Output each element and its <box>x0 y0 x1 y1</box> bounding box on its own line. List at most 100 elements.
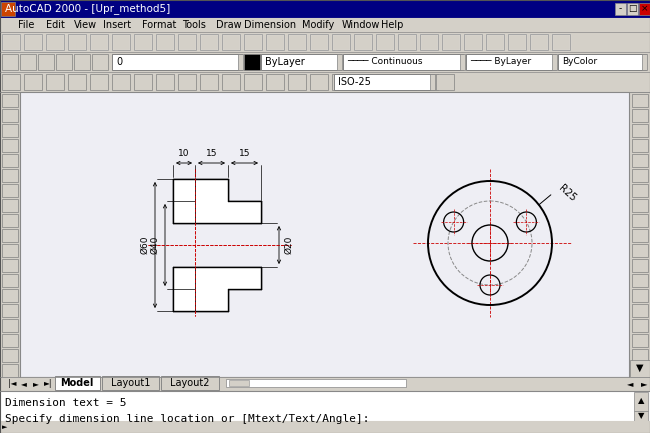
Text: ►: ► <box>33 379 39 388</box>
Bar <box>430 74 435 90</box>
Bar <box>112 34 130 50</box>
Bar <box>200 34 218 50</box>
Bar <box>24 74 42 90</box>
Bar <box>530 34 548 50</box>
Bar <box>2 199 18 212</box>
Bar <box>632 109 648 122</box>
Bar <box>634 392 648 411</box>
Bar <box>2 274 18 287</box>
Text: Layout2: Layout2 <box>170 378 209 388</box>
Bar <box>0 92 20 377</box>
Text: File: File <box>18 20 34 30</box>
Text: Format: Format <box>142 20 177 30</box>
Bar <box>2 34 20 50</box>
Bar <box>0 377 650 391</box>
Bar <box>486 34 504 50</box>
Text: Tools: Tools <box>182 20 206 30</box>
Bar <box>627 3 638 15</box>
Bar <box>398 34 416 50</box>
Bar <box>2 349 18 362</box>
Bar <box>0 52 650 72</box>
Text: Modify: Modify <box>302 20 334 30</box>
Bar <box>398 74 416 90</box>
Text: 15: 15 <box>239 149 250 158</box>
Bar <box>632 304 648 317</box>
Bar <box>632 334 648 347</box>
Bar <box>46 74 64 90</box>
Bar <box>0 32 650 52</box>
Text: AutoCAD 2000 - [Upr_method5]: AutoCAD 2000 - [Upr_method5] <box>5 3 170 14</box>
Bar <box>222 34 240 50</box>
Bar <box>178 34 196 50</box>
Bar <box>632 244 648 257</box>
Text: ◄: ◄ <box>627 379 633 388</box>
Bar <box>0 18 650 32</box>
Bar <box>24 34 42 50</box>
Bar <box>226 379 406 387</box>
Bar <box>2 364 18 377</box>
Bar <box>74 54 90 70</box>
Bar <box>420 34 438 50</box>
Bar <box>2 74 20 90</box>
Bar <box>20 54 36 70</box>
Bar <box>464 34 482 50</box>
Bar <box>266 34 284 50</box>
Bar <box>90 74 108 90</box>
Bar <box>442 34 460 50</box>
Text: ►|: ►| <box>44 379 52 388</box>
Bar <box>238 54 243 70</box>
Bar <box>68 34 86 50</box>
Bar <box>266 34 284 50</box>
Bar <box>632 319 648 332</box>
Polygon shape <box>173 179 261 223</box>
Bar <box>229 380 248 386</box>
Bar <box>134 34 152 50</box>
Bar <box>200 34 218 50</box>
Bar <box>261 54 341 70</box>
Bar <box>55 376 99 390</box>
Bar <box>642 54 647 70</box>
Bar <box>2 259 18 272</box>
Bar <box>288 34 306 50</box>
Bar <box>161 376 218 390</box>
Text: Dimension: Dimension <box>244 20 296 30</box>
Bar <box>420 34 438 50</box>
Text: Insert: Insert <box>103 20 131 30</box>
Bar <box>20 92 629 377</box>
Bar <box>288 34 306 50</box>
Text: 15: 15 <box>206 149 217 158</box>
Text: ▼: ▼ <box>636 363 644 373</box>
Bar <box>46 34 64 50</box>
Bar <box>2 214 18 227</box>
Bar <box>508 34 526 50</box>
Text: Ø60: Ø60 <box>140 236 149 254</box>
Bar <box>632 229 648 242</box>
Bar <box>2 304 18 317</box>
Text: ──── Continuous: ──── Continuous <box>347 58 422 67</box>
Text: Ø20: Ø20 <box>284 236 293 254</box>
Bar <box>310 34 328 50</box>
Bar <box>2 54 18 70</box>
Bar <box>2 184 18 197</box>
Bar <box>632 259 648 272</box>
Bar <box>222 74 240 90</box>
Text: □: □ <box>629 4 637 13</box>
Bar <box>354 34 372 50</box>
Bar <box>460 54 465 70</box>
Text: Window: Window <box>341 20 380 30</box>
Text: 10: 10 <box>178 149 190 158</box>
Bar <box>639 3 650 15</box>
Bar <box>0 391 650 433</box>
Bar <box>552 34 570 50</box>
Bar <box>266 74 284 90</box>
Bar <box>332 34 350 50</box>
Bar <box>632 349 648 362</box>
Bar <box>2 244 18 257</box>
Bar <box>398 34 416 50</box>
Bar <box>632 94 648 107</box>
Bar <box>244 54 260 70</box>
Bar <box>101 376 159 390</box>
Bar <box>288 74 306 90</box>
Bar <box>632 139 648 152</box>
Bar <box>156 74 174 90</box>
